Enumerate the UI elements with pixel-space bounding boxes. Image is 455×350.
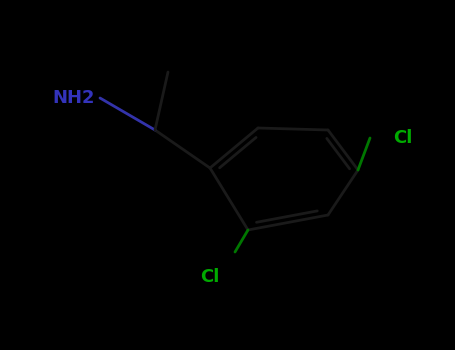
Text: Cl: Cl: [393, 129, 412, 147]
Text: NH2: NH2: [52, 89, 95, 107]
Text: Cl: Cl: [200, 268, 220, 286]
